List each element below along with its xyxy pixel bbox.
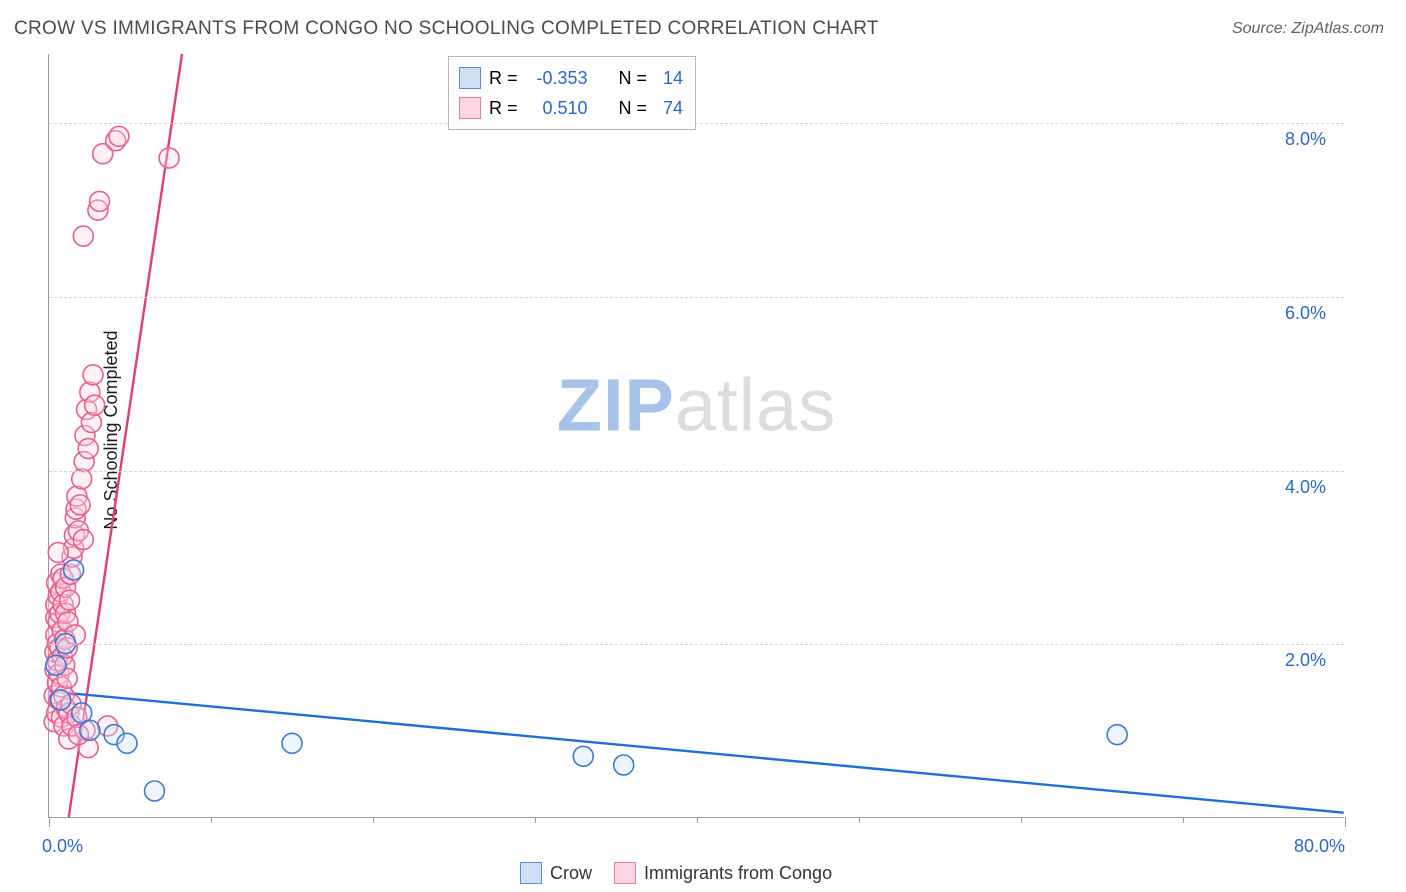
y-tick-label: 8.0% bbox=[1285, 129, 1326, 150]
gridline-h bbox=[49, 297, 1344, 298]
scatter-points-layer bbox=[49, 54, 1344, 817]
data-point-crow bbox=[145, 781, 165, 801]
n-label: N = bbox=[619, 63, 648, 93]
chart-title: CROW VS IMMIGRANTS FROM CONGO NO SCHOOLI… bbox=[14, 18, 879, 40]
n-value-crow: 14 bbox=[655, 63, 683, 93]
series-legend: Crow Immigrants from Congo bbox=[520, 862, 832, 884]
x-tick-label: 0.0% bbox=[42, 836, 83, 857]
r-label: R = bbox=[489, 63, 518, 93]
data-point-crow bbox=[64, 560, 84, 580]
data-point-congo bbox=[159, 148, 179, 168]
plot-area: ZIPatlas 2.0%4.0%6.0%8.0% bbox=[48, 54, 1344, 818]
data-point-congo bbox=[73, 530, 93, 550]
swatch-congo bbox=[459, 97, 481, 119]
r-value-congo: 0.510 bbox=[526, 93, 588, 123]
data-point-congo bbox=[48, 543, 68, 563]
data-point-congo bbox=[83, 365, 103, 385]
x-tick-minor bbox=[211, 817, 212, 823]
data-point-crow bbox=[51, 690, 71, 710]
y-tick-label: 6.0% bbox=[1285, 303, 1326, 324]
data-point-congo bbox=[73, 226, 93, 246]
data-point-congo bbox=[81, 413, 101, 433]
r-label: R = bbox=[489, 93, 518, 123]
x-tick-minor bbox=[1021, 817, 1022, 823]
data-point-congo bbox=[60, 590, 80, 610]
n-value-congo: 74 bbox=[655, 93, 683, 123]
data-point-crow bbox=[1107, 725, 1127, 745]
y-tick-label: 4.0% bbox=[1285, 477, 1326, 498]
legend-item-crow: Crow bbox=[520, 862, 592, 884]
data-point-crow bbox=[117, 733, 137, 753]
swatch-congo bbox=[614, 862, 636, 884]
swatch-crow bbox=[459, 67, 481, 89]
data-point-congo bbox=[85, 395, 105, 415]
x-tick-minor bbox=[373, 817, 374, 823]
swatch-crow bbox=[520, 862, 542, 884]
n-label: N = bbox=[619, 93, 648, 123]
data-point-crow bbox=[573, 746, 593, 766]
data-point-congo bbox=[78, 439, 98, 459]
x-tick-label: 80.0% bbox=[1294, 836, 1345, 857]
x-tick-minor bbox=[1183, 817, 1184, 823]
legend-label-congo: Immigrants from Congo bbox=[644, 863, 832, 884]
source-prefix: Source: bbox=[1232, 20, 1292, 37]
x-tick-minor bbox=[697, 817, 698, 823]
data-point-crow bbox=[282, 733, 302, 753]
data-point-crow bbox=[80, 720, 100, 740]
data-point-congo bbox=[109, 126, 129, 146]
r-value-crow: -0.353 bbox=[526, 63, 588, 93]
x-tick-minor bbox=[535, 817, 536, 823]
legend-item-congo: Immigrants from Congo bbox=[614, 862, 832, 884]
source-attribution: Source: ZipAtlas.com bbox=[1232, 20, 1384, 38]
data-point-crow bbox=[46, 655, 66, 675]
x-tick-major bbox=[49, 817, 50, 827]
source-name: ZipAtlas.com bbox=[1292, 20, 1384, 37]
stats-row-congo: R = 0.510 N = 74 bbox=[459, 93, 683, 123]
stats-legend: R = -0.353 N = 14 R = 0.510 N = 74 bbox=[448, 56, 696, 130]
gridline-h bbox=[49, 644, 1344, 645]
gridline-h bbox=[49, 123, 1344, 124]
stats-row-crow: R = -0.353 N = 14 bbox=[459, 63, 683, 93]
legend-label-crow: Crow bbox=[550, 863, 592, 884]
x-tick-minor bbox=[859, 817, 860, 823]
data-point-congo bbox=[70, 495, 90, 515]
y-tick-label: 2.0% bbox=[1285, 650, 1326, 671]
x-tick-major bbox=[1345, 817, 1346, 827]
data-point-congo bbox=[90, 191, 110, 211]
gridline-h bbox=[49, 471, 1344, 472]
data-point-crow bbox=[614, 755, 634, 775]
